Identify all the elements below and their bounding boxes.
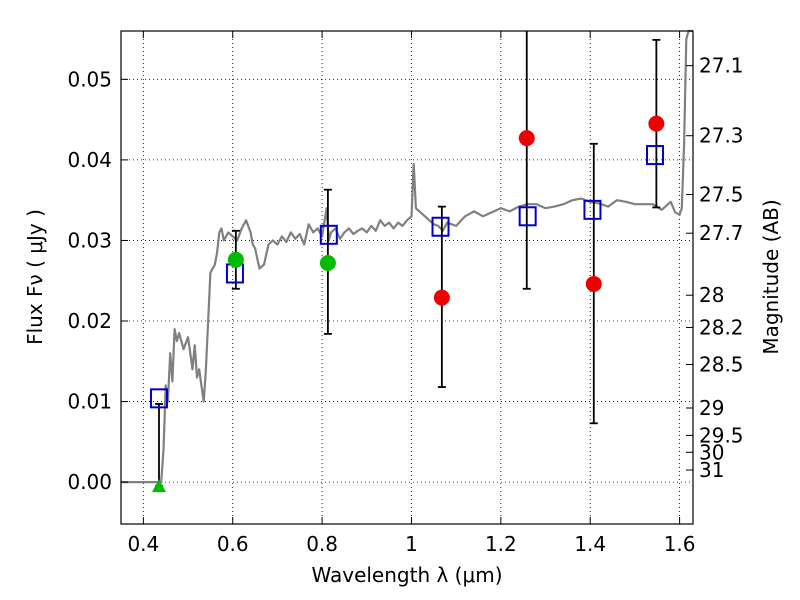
red-circle-marker	[518, 130, 535, 147]
right-tick-label: 28.2	[699, 315, 744, 339]
y-tick-label: 0.01	[67, 390, 112, 414]
right-tick-label: 28.5	[699, 353, 744, 377]
y-tick-label: 0.02	[67, 309, 112, 333]
right-tick-label: 31	[699, 458, 724, 482]
y-tick-label: 0.04	[67, 148, 112, 172]
open-square-marker	[149, 388, 168, 409]
x-tick-label: 0.6	[217, 532, 249, 556]
red-circle-marker	[433, 289, 450, 306]
y-tick-label: 0.00	[67, 470, 112, 494]
model-spectrum	[121, 29, 693, 484]
right-tick-label: 30	[699, 440, 724, 464]
x-tick-label: 1.4	[574, 532, 606, 556]
right-tick-label: 29	[699, 396, 724, 420]
open-square-marker	[583, 199, 602, 220]
open-square-marker	[518, 206, 537, 227]
axis-ticks: 0.4 0.6 0.8 1 1.2 1.4 1.6 0.00 0.01 0.02 0.03 0.04 0…	[67, 31, 744, 556]
open-square-marker	[319, 224, 338, 245]
right-tick-label: 27.1	[699, 54, 744, 78]
open-square-marker	[646, 145, 665, 166]
x-axis-title: Wavelength λ (μm)	[311, 563, 502, 587]
y-axis-title: Flux Fν ( μJy )	[23, 209, 47, 345]
model-spectrum-line	[121, 29, 693, 484]
green-circle-marker	[319, 255, 336, 271]
green-triangle-marker	[151, 479, 166, 493]
right-tick-label: 27.7	[699, 221, 744, 245]
green-circle-marker	[227, 251, 244, 268]
right-tick-label: 29.5	[699, 423, 744, 447]
plot-frame	[120, 30, 694, 525]
y-tick-label: 0.05	[67, 67, 112, 91]
x-tick-label: 1	[405, 532, 418, 556]
right-tick-label: 28	[699, 283, 724, 307]
grid-lines	[121, 31, 693, 524]
y-tick-label: 0.03	[67, 228, 112, 252]
x-tick-label: 0.8	[306, 532, 338, 556]
x-tick-label: 1.2	[485, 532, 517, 556]
red-circle-marker	[585, 275, 602, 292]
right-tick-label: 27.5	[699, 183, 744, 207]
red-circle-marker	[648, 115, 665, 132]
x-tick-label: 0.4	[127, 532, 159, 556]
data-markers	[149, 115, 665, 493]
x-tick-label: 1.6	[664, 532, 696, 556]
open-square-marker	[431, 216, 450, 237]
y-axis-title-right: Magnitude (AB)	[759, 199, 783, 354]
right-tick-label: 27.3	[699, 124, 744, 148]
